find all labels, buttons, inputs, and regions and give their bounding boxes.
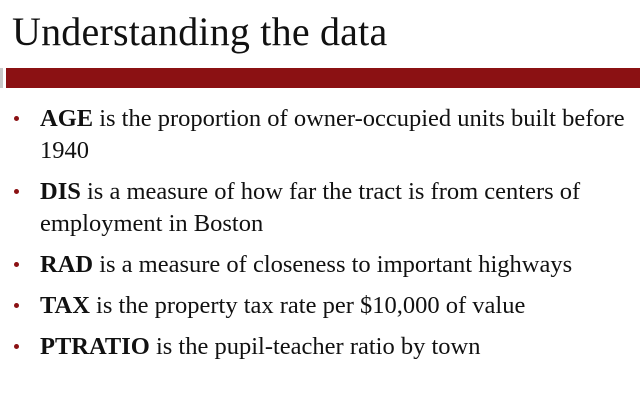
bullet-item-tax: TAX is the property tax rate per $10,000…	[0, 290, 640, 322]
slide-title: Understanding the data	[12, 9, 388, 54]
bullet-dot-icon	[14, 189, 19, 194]
bullet-text: is the pupil-teacher ratio by town	[149, 333, 481, 360]
bullet-item-ptratio: PTRATIO is the pupil-teacher ratio by to…	[0, 331, 640, 363]
bullet-dot-icon	[14, 344, 19, 349]
bullet-text: is the property tax rate per $10,000 of …	[89, 292, 526, 319]
bullet-term: PTRATIO	[40, 333, 150, 360]
title-rule-edge	[0, 68, 3, 88]
bullet-term: RAD	[40, 251, 94, 278]
bullet-item-dis: DIS is a measure of how far the tract is…	[0, 176, 640, 240]
title-rule	[6, 68, 640, 88]
bullet-item-age: AGE is the proportion of owner-occupied …	[0, 103, 640, 167]
bullet-dot-icon	[14, 303, 19, 308]
bullet-dot-icon	[14, 116, 19, 121]
bullet-list: AGE is the proportion of owner-occupied …	[0, 103, 640, 372]
bullet-text: is a measure of closeness to important h…	[93, 251, 573, 278]
bullet-item-rad: RAD is a measure of closeness to importa…	[0, 249, 640, 281]
bullet-text: is the proportion of owner-occupied unit…	[40, 105, 625, 164]
bullet-term: AGE	[40, 105, 94, 132]
bullet-text: is a measure of how far the tract is fro…	[40, 178, 581, 237]
bullet-term: DIS	[40, 178, 81, 205]
bullet-dot-icon	[14, 262, 19, 267]
bullet-term: TAX	[40, 292, 90, 319]
